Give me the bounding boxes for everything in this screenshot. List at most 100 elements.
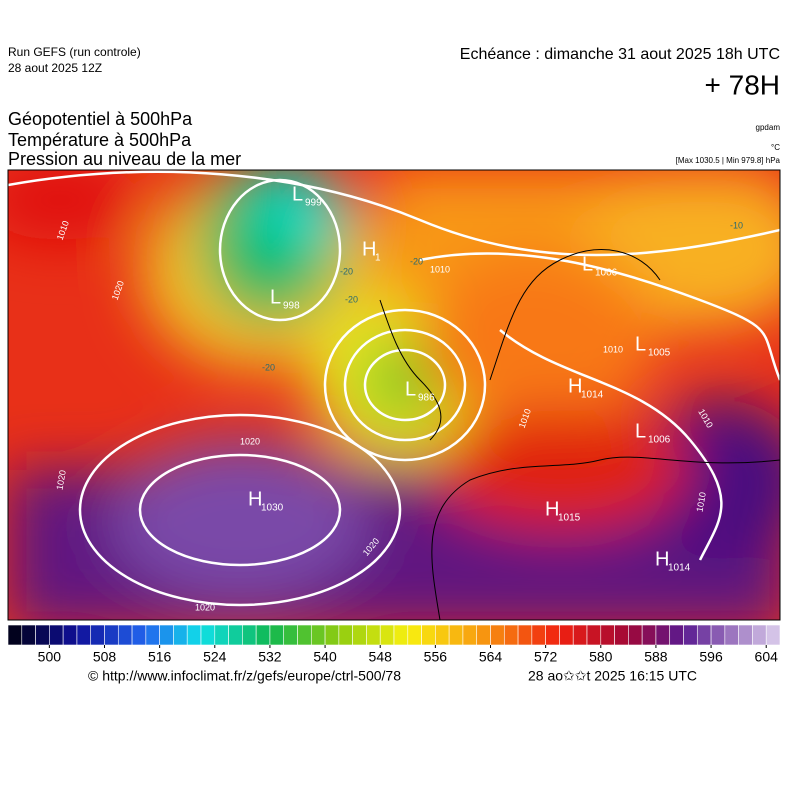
center-letter: H (655, 548, 669, 570)
colorbar-tick-label: 508 (93, 649, 117, 665)
colorbar-swatch (49, 624, 64, 646)
colorbar-swatch (710, 624, 726, 646)
colorbar-swatch (21, 624, 36, 646)
isobars (8, 170, 780, 607)
center-letter: L (635, 333, 646, 355)
center-value: 1015 (558, 513, 581, 524)
colorbar-swatch (407, 624, 422, 646)
colorbar-swatch (614, 624, 629, 646)
lead-time: + 78H (705, 69, 781, 100)
colorbar-swatch (338, 624, 353, 646)
colorbar-swatch (104, 624, 119, 646)
center-value: 1006 (595, 268, 618, 279)
colorbar-swatch (490, 624, 505, 646)
colorbar-swatch (683, 624, 698, 646)
temperature-label: -20 (340, 266, 353, 276)
center-value: 1005 (648, 348, 671, 359)
colorbar-swatch (283, 624, 298, 646)
colorbar-swatch (324, 624, 340, 646)
title: Température à 500hPa (8, 130, 192, 150)
colorbar-swatch (242, 624, 257, 646)
colorbar-swatch (503, 624, 519, 646)
colorbar-swatch (600, 624, 615, 646)
colorbar-swatch (586, 624, 602, 646)
colorbar-swatch (366, 624, 381, 646)
colorbar-swatch (641, 624, 657, 646)
unit: [Max 1030.5 | Min 979.8] hPa (676, 156, 781, 165)
isobar-label: 1020 (240, 436, 260, 446)
colorbar-swatch (738, 624, 753, 646)
colorbar-swatch (462, 624, 478, 646)
center-value: 1014 (581, 390, 604, 401)
colorbar-swatch (559, 624, 574, 646)
colorbar-swatch (159, 624, 174, 646)
colorbar-swatch (214, 624, 229, 646)
colorbar-swatch (297, 624, 312, 646)
center-letter: H (568, 375, 582, 397)
center-letter: L (582, 253, 593, 275)
center-letter: H (362, 238, 376, 260)
isobar-label: 1010 (603, 344, 623, 354)
center-value: 998 (283, 301, 300, 312)
colorbar-swatch (35, 624, 50, 646)
center-value: 1006 (648, 435, 671, 446)
colorbar-swatch (765, 624, 781, 646)
colorbar-swatch (7, 624, 23, 646)
center-letter: L (635, 420, 646, 442)
map (8, 170, 780, 620)
colorbar-swatch (696, 624, 712, 646)
colorbar-tick-label: 524 (203, 649, 227, 665)
colorbar-tick-label: 564 (479, 649, 503, 665)
colorbar-swatch (352, 624, 367, 646)
center-value: 986 (418, 393, 435, 404)
temperature-label: -10 (730, 220, 743, 230)
colorbar-swatch (628, 624, 643, 646)
isobar-label: 1010 (430, 264, 450, 274)
center-letter: L (405, 378, 416, 400)
isobar-label: 1020 (54, 469, 67, 490)
isobar-label: 1020 (195, 602, 215, 612)
valid-time: Echéance : dimanche 31 aout 2025 18h UTC (460, 46, 780, 63)
footer-generated: 28 ao✩✩t 2025 16:15 UTC (528, 668, 697, 684)
colorbar-tick-label: 532 (258, 649, 282, 665)
footer-source: © http://www.infoclimat.fr/z/gefs/europe… (88, 668, 401, 684)
colorbar-tick-label: 548 (369, 649, 393, 665)
center-letter: L (292, 183, 303, 205)
colorbar-tick-label: 540 (313, 649, 337, 665)
colorbar-swatch (269, 624, 285, 646)
isobar-label: 1010 (694, 491, 707, 512)
center-letter: L (270, 286, 281, 308)
colorbar-swatch (90, 624, 105, 646)
center-letter: H (248, 488, 262, 510)
colorbar-tick-label: 556 (424, 649, 448, 665)
colorbar-tick-label: 604 (755, 649, 779, 665)
colorbar-swatch (200, 624, 216, 646)
colorbar-tick-label: 596 (699, 649, 723, 665)
title: Géopotentiel à 500hPa (8, 109, 193, 129)
colorbar-tick-label: 572 (534, 649, 558, 665)
temperature-label: -20 (345, 294, 358, 304)
colorbar-swatch (76, 624, 92, 646)
colorbar-swatch (421, 624, 436, 646)
colorbar-swatch (379, 624, 395, 646)
colorbar-swatch (117, 624, 133, 646)
colorbar-swatch (173, 624, 188, 646)
colorbar-swatch (724, 624, 739, 646)
colorbar-swatch (655, 624, 671, 646)
colorbar-tick-label: 580 (589, 649, 613, 665)
temperature-label: -20 (410, 256, 423, 266)
center-value: 999 (305, 198, 322, 209)
colorbar-swatch (752, 624, 767, 646)
colorbar-swatch (476, 624, 491, 646)
center-value: 1 (375, 253, 381, 264)
colorbar-swatch (145, 624, 160, 646)
colorbar-swatch (131, 624, 147, 646)
colorbar-swatch (310, 624, 326, 646)
colorbar-swatch (62, 624, 78, 646)
temperature-label: -20 (262, 362, 275, 372)
center-value: 1014 (668, 563, 691, 574)
unit: gpdam (756, 123, 781, 132)
colorbar-swatch (572, 624, 588, 646)
